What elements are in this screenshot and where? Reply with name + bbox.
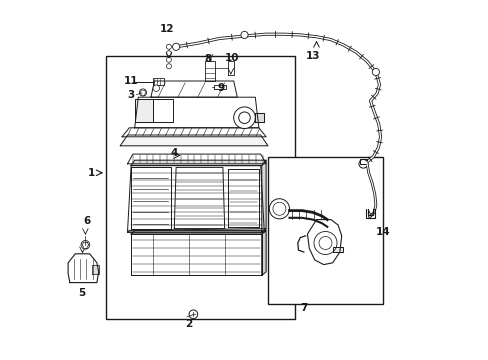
Text: 8: 8: [203, 54, 211, 64]
Polygon shape: [152, 99, 172, 122]
Polygon shape: [68, 254, 99, 283]
Circle shape: [189, 310, 197, 319]
Circle shape: [166, 44, 171, 49]
Text: 11: 11: [123, 76, 138, 86]
Polygon shape: [91, 265, 99, 274]
Circle shape: [313, 231, 336, 255]
Circle shape: [166, 57, 171, 62]
Circle shape: [172, 43, 179, 50]
Text: 12: 12: [160, 24, 174, 34]
Polygon shape: [307, 220, 341, 265]
Text: 6: 6: [83, 216, 90, 226]
Polygon shape: [131, 160, 265, 166]
Polygon shape: [261, 160, 265, 232]
Bar: [267, 157, 382, 304]
Circle shape: [269, 199, 289, 219]
Circle shape: [166, 64, 171, 69]
Circle shape: [233, 107, 255, 129]
Circle shape: [238, 112, 250, 123]
Text: 7: 7: [300, 303, 307, 313]
Text: 1: 1: [88, 168, 95, 178]
Circle shape: [153, 85, 159, 91]
Bar: [106, 56, 294, 319]
Text: 2: 2: [184, 319, 192, 329]
Circle shape: [358, 159, 367, 168]
Polygon shape: [152, 78, 163, 85]
Polygon shape: [134, 97, 258, 128]
Polygon shape: [228, 169, 258, 227]
Polygon shape: [131, 230, 265, 234]
Polygon shape: [127, 229, 265, 232]
Polygon shape: [174, 167, 224, 229]
Text: 10: 10: [224, 53, 239, 63]
Polygon shape: [227, 61, 234, 75]
Circle shape: [81, 240, 89, 249]
Circle shape: [241, 31, 247, 39]
Polygon shape: [127, 154, 265, 164]
Polygon shape: [120, 135, 267, 146]
Circle shape: [371, 68, 379, 76]
Text: 3: 3: [127, 90, 135, 100]
Circle shape: [139, 89, 146, 96]
Text: 13: 13: [305, 51, 320, 61]
Polygon shape: [360, 159, 366, 164]
Text: 4: 4: [170, 148, 178, 158]
Circle shape: [166, 51, 171, 56]
Polygon shape: [151, 81, 237, 97]
Polygon shape: [213, 85, 225, 89]
Polygon shape: [131, 234, 261, 275]
Circle shape: [318, 237, 331, 249]
Polygon shape: [122, 128, 265, 137]
Polygon shape: [254, 113, 264, 122]
Polygon shape: [332, 247, 343, 252]
Polygon shape: [261, 230, 265, 275]
Polygon shape: [131, 167, 170, 229]
Text: 5: 5: [78, 288, 85, 298]
Polygon shape: [204, 61, 215, 81]
Text: 9: 9: [217, 83, 224, 93]
Text: 14: 14: [375, 227, 389, 237]
Polygon shape: [134, 99, 152, 122]
Polygon shape: [127, 166, 264, 232]
Circle shape: [272, 202, 285, 215]
